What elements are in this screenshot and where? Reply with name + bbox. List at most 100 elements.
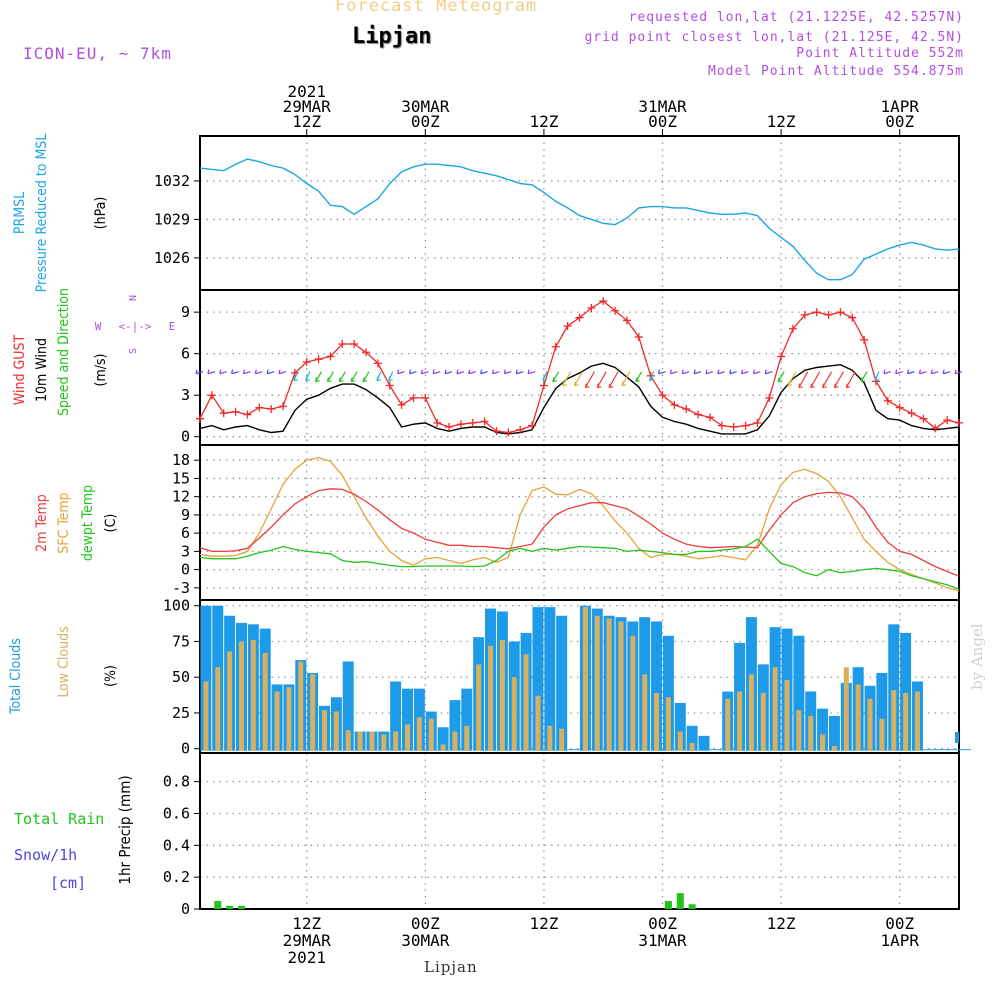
wind-direction-arrow	[954, 369, 963, 375]
wind-direction-arrow	[195, 369, 204, 375]
gust-marker	[741, 421, 750, 430]
y-tick-label: 0	[181, 561, 190, 579]
total-cloud-bar	[817, 708, 829, 751]
y-tick-label: 0.2	[163, 868, 190, 886]
rain-bar	[226, 905, 234, 909]
wind-direction-arrow	[764, 369, 773, 375]
low-cloud-bar	[820, 734, 826, 751]
gust-marker	[397, 400, 406, 409]
total-cloud-bar	[532, 607, 544, 751]
low-cloud-bar	[665, 697, 671, 751]
gust-marker	[492, 427, 501, 436]
low-cloud-bar	[879, 718, 885, 751]
gust-marker	[705, 413, 714, 422]
low-cloud-bar	[298, 661, 304, 751]
wind-direction-arrow	[787, 371, 797, 387]
low-cloud-bar	[369, 731, 375, 751]
total-cloud-bar	[544, 607, 556, 751]
top-axis-label: 1APR	[880, 97, 919, 116]
wind-direction-arrow	[315, 371, 323, 383]
wind-direction-arrow	[584, 371, 595, 389]
gust-marker	[243, 410, 252, 419]
wind-direction-arrow	[420, 369, 429, 375]
y-tick-label: 0	[181, 428, 190, 446]
low-cloud-bar	[286, 687, 292, 751]
y-tick-label: -3	[172, 579, 190, 597]
y-tick-label: 75	[172, 632, 190, 650]
rain-bar	[688, 904, 696, 909]
wind-direction-arrow	[491, 369, 500, 375]
low-cloud-bar	[535, 695, 541, 751]
wind-direction-arrow	[669, 369, 678, 375]
wind-direction-arrow	[515, 369, 524, 375]
gust-marker	[373, 359, 382, 368]
low-cloud-bar	[262, 652, 268, 751]
low-cloud-bar	[796, 710, 802, 751]
total-cloud-bar	[955, 732, 959, 743]
wind-direction-arrow	[376, 371, 382, 382]
total-cloud-bar	[390, 681, 402, 751]
low-cloud-bar	[855, 684, 861, 751]
gust-marker	[788, 324, 797, 333]
y-tick-label: 12	[172, 488, 190, 506]
wind-direction-arrow	[562, 371, 572, 387]
wind-direction-arrow	[883, 369, 892, 375]
wind-direction-arrow	[552, 371, 560, 383]
gust-marker	[919, 414, 928, 423]
wind-direction-arrow	[480, 369, 488, 375]
wind-direction-arrow	[432, 369, 441, 375]
low-cloud-bar	[606, 618, 612, 751]
label-snow: Snow/1h	[14, 846, 77, 864]
gust-marker	[670, 400, 679, 409]
gust-marker	[931, 424, 940, 433]
gust-marker	[480, 417, 489, 426]
low-cloud-bar	[630, 635, 636, 751]
label-sfc-temp: SFC Temp	[56, 492, 72, 553]
low-cloud-bar	[914, 691, 920, 751]
low-cloud-bar	[808, 715, 814, 751]
dewpt-line	[199, 538, 960, 590]
y-tick-label: 1029	[154, 210, 190, 228]
wind-direction-arrow	[705, 369, 714, 375]
total-cloud-bar	[342, 661, 354, 751]
wind-direction-arrow	[326, 371, 334, 383]
gust-marker	[575, 313, 584, 322]
wind-direction-arrow	[717, 369, 725, 375]
label-10m-wind: 10m Wind	[34, 338, 50, 402]
wind-direction-arrow	[833, 371, 844, 389]
low-cloud-bar	[760, 692, 766, 751]
wind-direction-arrow	[408, 369, 417, 375]
wind-direction-arrow	[266, 369, 275, 375]
wind-direction-arrow	[230, 369, 239, 375]
wind-direction-arrow	[293, 371, 299, 382]
total-cloud-bar	[900, 632, 912, 751]
wind-direction-arrow	[596, 371, 607, 389]
y-tick-label: 0.8	[163, 773, 190, 791]
total-cloud-bar	[793, 635, 805, 751]
low-cloud-bar	[452, 731, 458, 751]
wind-direction-arrow	[740, 369, 749, 375]
low-cloud-bar	[903, 692, 909, 751]
label-total-rain: Total Rain	[14, 810, 104, 828]
model-altitude: Model Point Altitude 554.875m	[708, 64, 964, 79]
label-cm: [cm]	[50, 874, 86, 892]
bottom-axis-label: 00Z	[885, 914, 914, 933]
gust-marker	[551, 342, 560, 351]
total-cloud-bar	[200, 605, 212, 751]
gust-marker	[516, 425, 525, 434]
gust-marker	[836, 308, 845, 317]
rain-bar	[676, 893, 684, 909]
gust-marker	[563, 321, 572, 330]
bottom-axis-label: 1APR	[880, 931, 919, 950]
y-tick-label: 6	[181, 524, 190, 542]
total-cloud-bar	[437, 727, 449, 751]
total-cloud-bar	[662, 635, 674, 751]
gust-marker	[468, 418, 477, 427]
wind-direction-arrow	[657, 369, 666, 375]
wind-direction-arrow	[681, 369, 690, 375]
wind-direction-arrow	[207, 369, 216, 375]
gust-marker	[883, 396, 892, 405]
low-cloud-bar	[891, 690, 897, 751]
total-cloud-bar	[674, 702, 686, 751]
